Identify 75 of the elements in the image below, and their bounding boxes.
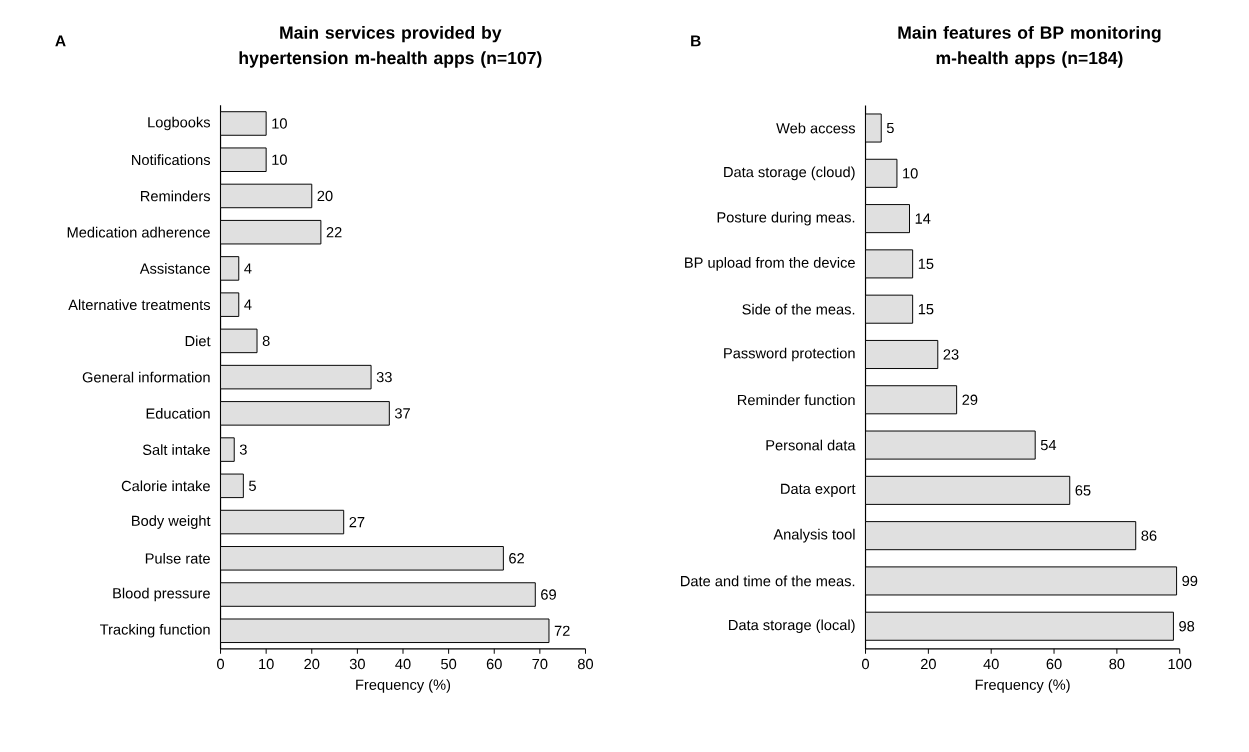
- x-tick-label: 30: [349, 658, 365, 670]
- y-tick-label: Analysis tool: [773, 528, 855, 543]
- x-tick-label: 80: [1109, 658, 1125, 670]
- data-label: 15: [918, 303, 934, 315]
- data-label: 10: [903, 167, 918, 179]
- y-tick-label: BP upload from the device: [685, 256, 855, 271]
- x-tick-label: 60: [486, 658, 502, 670]
- y-tick-label: Tracking function: [99, 623, 210, 638]
- data-label: 69: [541, 589, 556, 600]
- y-tick-label: Personal data: [766, 439, 856, 451]
- y-tick-label: Diet: [185, 335, 211, 347]
- data-label: 62: [509, 552, 524, 564]
- data-label: 5: [886, 122, 894, 133]
- y-tick-label: Data storage (cloud): [724, 166, 855, 180]
- data-label: 4: [244, 299, 252, 310]
- x-tick-label: 80: [577, 658, 594, 670]
- y-tick-label: Alternative treatments: [68, 299, 211, 310]
- x-tick-label: 20: [304, 658, 320, 670]
- data-label: 22: [326, 226, 342, 238]
- data-label: 14: [915, 213, 931, 224]
- y-tick-label: Notifications: [132, 154, 211, 165]
- y-tick-label: Password protection: [724, 347, 855, 362]
- x-tick-label: 50: [441, 658, 457, 670]
- x-axis-title: Frequency (%): [356, 678, 451, 693]
- data-label: 86: [1141, 530, 1157, 541]
- x-axis-title: Frequency (%): [975, 678, 1070, 693]
- data-label: 37: [394, 408, 410, 419]
- y-tick-label: Calorie intake: [121, 480, 210, 492]
- y-tick-label: Side of the meas.: [742, 303, 855, 315]
- data-label: 20: [317, 190, 333, 201]
- y-tick-label: Salt intake: [142, 444, 210, 455]
- y-tick-label: Assistance: [139, 262, 210, 274]
- y-tick-label: Medication adherence: [67, 226, 210, 238]
- data-label: 29: [962, 394, 978, 405]
- data-label: 3: [239, 444, 247, 455]
- data-label: 33: [376, 371, 392, 383]
- data-label: 27: [349, 516, 365, 528]
- y-tick-label: Posture during meas.: [717, 211, 855, 226]
- data-label: 23: [943, 349, 959, 360]
- x-tick-label: 0: [862, 658, 870, 670]
- data-label: 99: [1182, 575, 1198, 586]
- y-tick-label: Body weight: [132, 515, 211, 529]
- x-tick-label: 40: [983, 658, 999, 670]
- data-label: 10: [272, 118, 287, 129]
- y-tick-label: Reminders: [141, 190, 211, 202]
- y-tick-label: Education: [146, 407, 210, 419]
- data-label: 72: [554, 625, 570, 636]
- y-tick-label: Data export: [781, 483, 856, 497]
- y-tick-label: Date and time of the meas.: [681, 575, 855, 587]
- x-tick-label: 40: [395, 658, 411, 670]
- data-label: 5: [249, 480, 256, 491]
- chart-title: Main features of BP monitoring m-health apps (n=184): [898, 25, 1161, 68]
- y-tick-label: Reminder function: [737, 394, 855, 405]
- data-label: 98: [1179, 620, 1195, 632]
- text: A: [55, 35, 66, 47]
- y-tick-label: General information: [82, 371, 210, 383]
- x-tick-label: 0: [217, 658, 225, 670]
- data-label: 4: [244, 263, 252, 274]
- data-label: 65: [1075, 485, 1091, 496]
- data-label: 8: [262, 335, 270, 346]
- chart-title: Main services provided by hypertension m-health apps (n=107): [239, 25, 542, 68]
- x-tick-label: 10: [259, 658, 274, 670]
- y-tick-label: Logbooks: [148, 116, 211, 131]
- data-label: 10: [272, 154, 287, 165]
- y-tick-label: Data storage (local): [729, 619, 855, 633]
- x-tick-label: 20: [920, 658, 936, 670]
- y-tick-label: Blood pressure: [113, 587, 210, 602]
- y-tick-label: Pulse rate: [145, 552, 210, 564]
- x-tick-label: 100: [1168, 658, 1192, 670]
- data-label: 15: [918, 258, 934, 269]
- y-tick-label: Web access: [776, 122, 856, 134]
- data-label: 54: [1040, 439, 1057, 451]
- x-tick-label: 70: [532, 658, 548, 670]
- text: B: [691, 35, 701, 47]
- x-tick-label: 60: [1046, 658, 1062, 670]
